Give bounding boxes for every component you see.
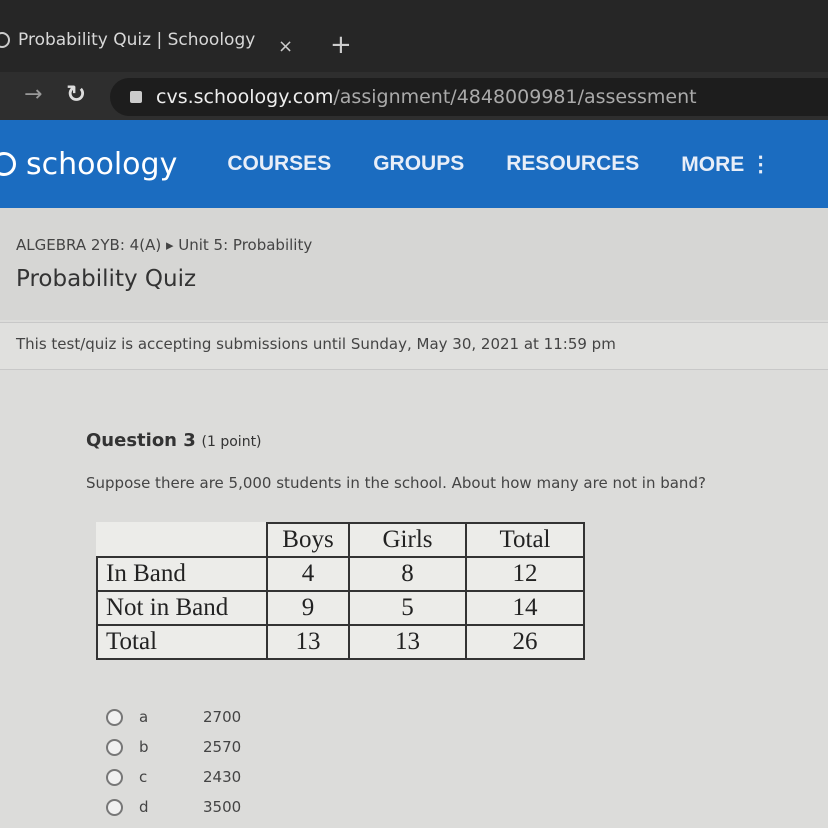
browser-tab[interactable]: Probability Quiz | Schoology xyxy=(0,30,255,50)
option-value: 3500 xyxy=(203,798,242,816)
table-row: In Band 4 8 12 xyxy=(96,556,585,592)
option-letter: c xyxy=(139,768,148,786)
address-row: → ↻ cvs.schoology.com/assignment/4848009… xyxy=(0,72,828,120)
nav-courses[interactable]: COURSES xyxy=(227,152,332,175)
table-cell: Not in Band xyxy=(96,590,268,626)
table-cell: 9 xyxy=(266,590,350,626)
option-letter: d xyxy=(139,798,149,816)
table-header-row: Boys Girls Total xyxy=(97,522,585,558)
table-header: Total xyxy=(465,522,585,558)
option-value: 2570 xyxy=(203,738,242,756)
option-a[interactable]: a 2700 xyxy=(106,702,241,732)
table-header: Boys xyxy=(266,522,350,558)
page-title: Probability Quiz xyxy=(16,266,197,292)
table-cell: 13 xyxy=(348,624,467,660)
answer-options: a 2700 b 2570 c 2430 d 3500 xyxy=(106,702,241,822)
option-letter: b xyxy=(139,738,149,756)
question-points: (1 point) xyxy=(201,434,262,450)
question-text: Suppose there are 5,000 students in the … xyxy=(86,474,706,492)
option-b[interactable]: b 2570 xyxy=(106,732,241,762)
table-cell: 12 xyxy=(465,556,585,592)
table-cell: 13 xyxy=(266,624,350,660)
nav-groups[interactable]: GROUPS xyxy=(373,152,465,175)
submission-notice: This test/quiz is accepting submissions … xyxy=(0,322,828,370)
page-header: ALGEBRA 2YB: 4(A) ▸ Unit 5: Probability … xyxy=(0,208,828,320)
logo-text: schoology xyxy=(26,146,178,182)
table-cell: Total xyxy=(96,624,268,660)
radio-button[interactable] xyxy=(106,768,123,786)
option-c[interactable]: c 2430 xyxy=(106,762,241,792)
table-cell: 8 xyxy=(348,556,467,592)
breadcrumb[interactable]: ALGEBRA 2YB: 4(A) ▸ Unit 5: Probability xyxy=(16,236,313,254)
table-row: Total 13 13 26 xyxy=(96,624,585,660)
radio-button[interactable] xyxy=(106,798,123,816)
tab-title: Probability Quiz | Schoology xyxy=(18,30,256,50)
table-cell: 4 xyxy=(266,556,350,592)
close-tab-icon[interactable]: × xyxy=(278,36,294,57)
schoology-logo[interactable]: schoology xyxy=(0,147,177,182)
radio-button[interactable] xyxy=(106,708,123,726)
option-d[interactable]: d 3500 xyxy=(106,792,241,822)
question-title: Question 3 (1 point) xyxy=(86,430,262,451)
option-value: 2430 xyxy=(203,768,242,786)
table-cell: 14 xyxy=(465,590,585,626)
nav-resources[interactable]: RESOURCES xyxy=(506,152,640,175)
table-cell: In Band xyxy=(96,556,268,592)
schoology-favicon-icon xyxy=(0,32,10,48)
notice-text: This test/quiz is accepting submissions … xyxy=(16,335,616,353)
table-cell xyxy=(97,523,268,558)
lock-icon xyxy=(130,91,142,103)
option-letter: a xyxy=(139,708,149,726)
radio-button[interactable] xyxy=(106,738,123,756)
url-path: /assignment/4848009981/assessment xyxy=(333,86,697,108)
option-value: 2700 xyxy=(203,708,242,726)
nav-more[interactable]: MORE ⋮ xyxy=(681,152,772,176)
top-nav: schoology COURSES GROUPS RESOURCES MORE … xyxy=(0,120,828,208)
question-label: Question 3 xyxy=(86,430,196,451)
reload-icon[interactable]: ↻ xyxy=(66,80,87,108)
url-host: cvs.schoology.com xyxy=(156,86,334,108)
logo-icon xyxy=(0,152,16,176)
browser-tab-bar: Probability Quiz | Schoology × + xyxy=(0,0,828,72)
address-bar[interactable]: cvs.schoology.com/assignment/4848009981/… xyxy=(110,78,828,116)
table-cell: 5 xyxy=(348,590,467,626)
table-header: Girls xyxy=(348,522,467,558)
new-tab-icon[interactable]: + xyxy=(330,30,352,60)
forward-icon[interactable]: → xyxy=(24,82,43,107)
data-table: Boys Girls Total In Band 4 8 12 Not in Band 9 5… xyxy=(96,522,585,660)
table-row: Not in Band 9 5 14 xyxy=(96,590,585,626)
table-cell: 26 xyxy=(465,624,585,660)
